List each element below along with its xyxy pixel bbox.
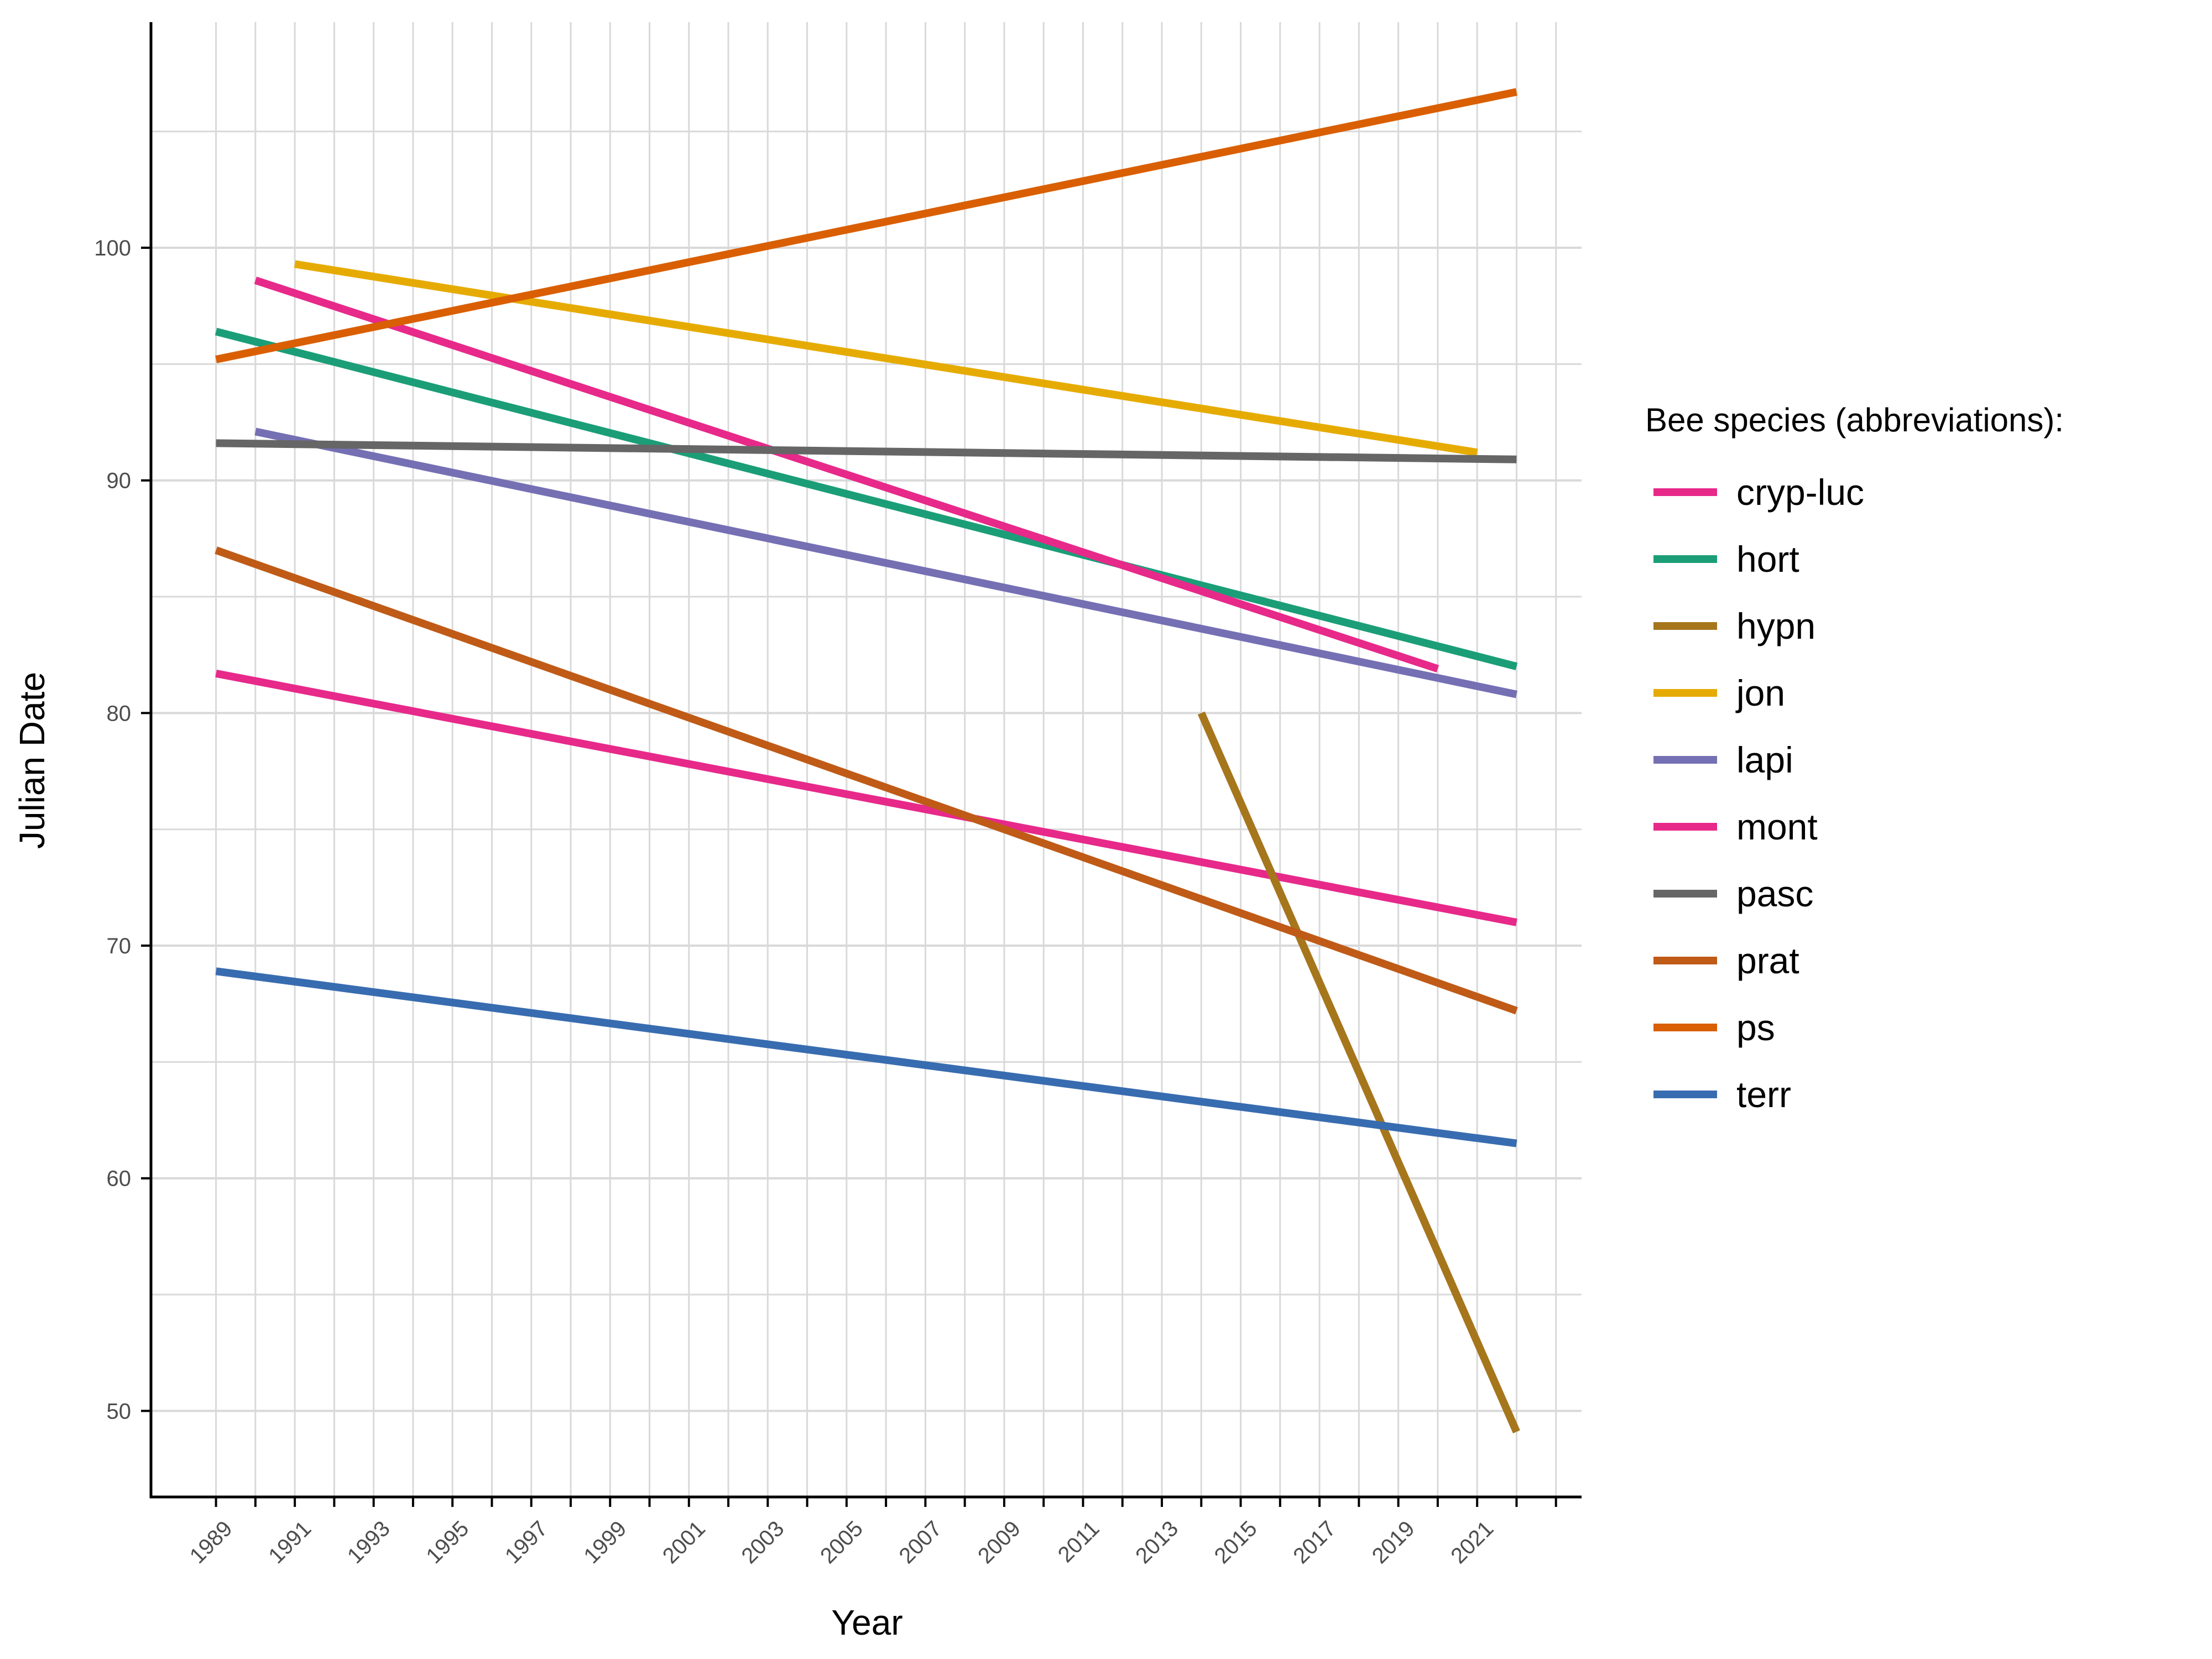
legend-label-lapi: lapi bbox=[1736, 739, 1793, 780]
series-line-prat bbox=[215, 546, 1518, 1015]
y-tick-label: 80 bbox=[107, 701, 132, 726]
y-axis-tick-labels: 50 60 70 80 90 100 bbox=[94, 236, 131, 1423]
y-tick-label: 60 bbox=[107, 1167, 132, 1191]
series-line-mont bbox=[254, 276, 1439, 673]
x-tick-label: 1991 bbox=[264, 1516, 316, 1568]
legend-items: cryp-luc hort hypn jon lapi mont pasc prat ps ter… bbox=[1653, 472, 1864, 1115]
x-tick-label: 2015 bbox=[1210, 1516, 1262, 1568]
x-tick-label: 2009 bbox=[973, 1516, 1025, 1568]
legend-label-hypn: hypn bbox=[1736, 606, 1815, 646]
x-tick-label: 2013 bbox=[1131, 1516, 1183, 1568]
legend-label-ps: ps bbox=[1736, 1007, 1775, 1048]
x-axis-tick-labels: 1989 1991 1993 1995 1997 1999 2001 2003 2005 2007… bbox=[185, 1516, 1499, 1568]
legend-label-cryp-luc: cryp-luc bbox=[1736, 472, 1864, 513]
series-line-jon bbox=[294, 260, 1478, 457]
series-line-cryp-luc bbox=[215, 670, 1517, 926]
x-tick-label: 2017 bbox=[1288, 1516, 1340, 1568]
x-tick-label: 1995 bbox=[421, 1516, 473, 1568]
x-tick-label: 2001 bbox=[658, 1516, 710, 1568]
series-line-pasc bbox=[216, 439, 1517, 463]
series-line-hort bbox=[215, 327, 1518, 670]
x-tick-label: 1999 bbox=[579, 1516, 631, 1568]
legend-label-jon: jon bbox=[1735, 672, 1785, 713]
x-tick-label: 1997 bbox=[500, 1516, 552, 1568]
y-tick-label: 100 bbox=[94, 236, 131, 260]
x-tick-label: 2019 bbox=[1368, 1516, 1420, 1568]
series-line-hypn bbox=[1197, 711, 1520, 1434]
legend-label-mont: mont bbox=[1736, 806, 1818, 847]
x-tick-label: 2011 bbox=[1053, 1516, 1104, 1567]
x-tick-label: 2007 bbox=[895, 1516, 947, 1568]
legend-label-hort: hort bbox=[1736, 539, 1799, 580]
series-lines bbox=[215, 88, 1520, 1434]
x-tick-label: 2021 bbox=[1446, 1516, 1498, 1568]
x-axis-title: Year bbox=[831, 1603, 902, 1642]
series-line-ps bbox=[215, 88, 1517, 363]
x-tick-label: 2003 bbox=[737, 1516, 789, 1568]
x-tick-label: 1989 bbox=[185, 1516, 237, 1568]
x-tick-label: 1993 bbox=[343, 1516, 395, 1568]
y-axis-title: Julian Date bbox=[12, 672, 52, 849]
y-tick-label: 90 bbox=[107, 469, 132, 493]
axes bbox=[141, 22, 1582, 1507]
y-tick-label: 70 bbox=[107, 934, 132, 958]
series-line-terr bbox=[215, 967, 1517, 1147]
grid-lines bbox=[151, 22, 1582, 1497]
series-line-lapi bbox=[254, 427, 1517, 698]
x-tick-label: 2005 bbox=[816, 1516, 868, 1568]
legend-label-prat: prat bbox=[1736, 940, 1799, 981]
legend-title: Bee species (abbreviations): bbox=[1645, 401, 2064, 439]
y-tick-label: 50 bbox=[107, 1399, 132, 1423]
legend-label-terr: terr bbox=[1736, 1074, 1791, 1115]
legend-label-pasc: pasc bbox=[1736, 873, 1813, 914]
legend: Bee species (abbreviations): cryp-luc hor… bbox=[1645, 401, 2064, 1115]
